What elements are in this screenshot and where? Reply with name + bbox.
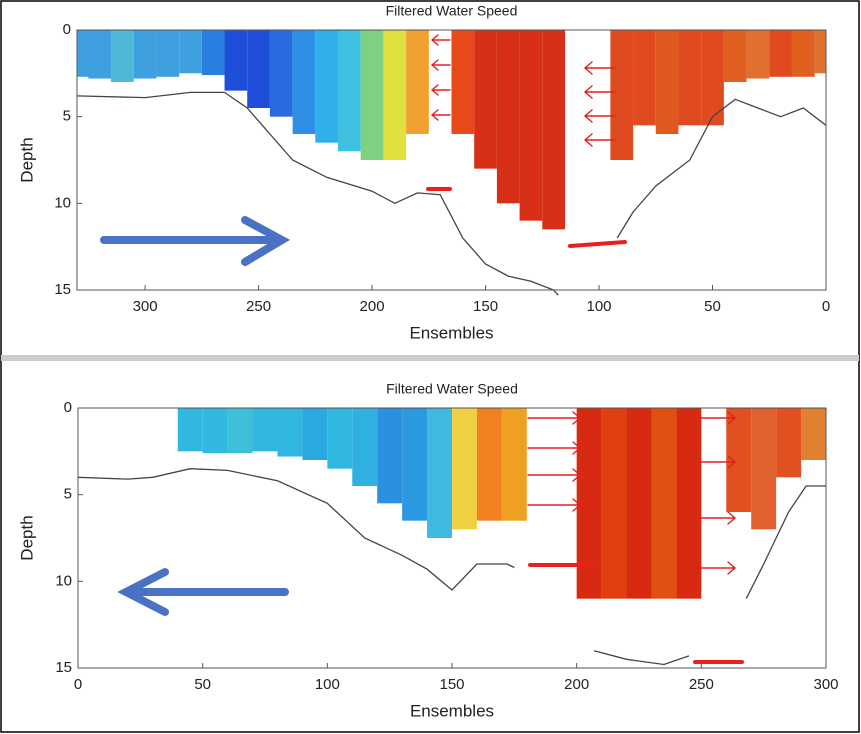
panel: 300 250 200 150 100 50 0 0 5 10 15 Filtered Water S… <box>17 3 830 343</box>
y-tick-label: 10 <box>55 572 72 589</box>
speed-column <box>746 30 770 79</box>
speed-column <box>576 408 602 599</box>
speed-column <box>451 30 475 134</box>
speed-column <box>302 408 328 460</box>
speed-column <box>452 408 477 530</box>
y-axis-label: Depth <box>17 515 36 560</box>
chart-title: Filtered Water Speed <box>386 3 518 19</box>
y-tick-label: 0 <box>63 21 71 38</box>
speed-column <box>496 30 520 204</box>
speed-column <box>601 408 627 599</box>
speed-column <box>88 30 112 79</box>
speed-column <box>383 30 407 160</box>
speed-column <box>610 30 634 160</box>
speed-column <box>769 30 792 77</box>
speed-column <box>801 408 826 460</box>
y-tick-label: 5 <box>63 108 71 125</box>
speed-column <box>474 30 497 169</box>
speed-column <box>791 30 815 77</box>
chart-title: Filtered Water Speed <box>386 381 518 397</box>
speed-column <box>156 30 180 77</box>
x-tick-label: 100 <box>315 676 340 693</box>
speed-column <box>327 408 353 469</box>
speed-column <box>726 408 752 512</box>
panel: 0 50 100 150 200 250 300 0 5 10 15 Filtered Water S… <box>17 381 838 721</box>
y-tick-label: 10 <box>54 194 71 211</box>
speed-column <box>338 30 361 152</box>
x-axis-label: Ensembles <box>409 323 493 342</box>
speed-column <box>655 30 679 134</box>
speed-column <box>292 30 316 134</box>
x-tick-label: 0 <box>74 676 82 693</box>
speed-column <box>501 408 527 521</box>
speed-column <box>277 408 303 457</box>
speed-column <box>269 30 293 117</box>
speed-column <box>723 30 747 82</box>
speed-column <box>111 30 134 82</box>
speed-column <box>776 408 802 478</box>
speed-column <box>252 408 278 452</box>
direction-arrows <box>100 216 291 616</box>
speed-column <box>201 30 225 76</box>
y-tick-label: 15 <box>54 281 71 298</box>
speed-column <box>360 30 384 160</box>
x-tick-label: 100 <box>587 298 612 315</box>
x-tick-label: 50 <box>704 298 721 315</box>
x-tick-label: 150 <box>473 298 498 315</box>
speed-column <box>227 408 253 454</box>
x-tick-label: 300 <box>133 298 158 315</box>
speed-column <box>133 30 157 79</box>
annotations <box>100 34 744 664</box>
speed-column <box>352 408 378 486</box>
speed-column <box>626 408 652 599</box>
speed-column <box>177 408 203 452</box>
speed-column <box>247 30 270 108</box>
speed-column <box>678 30 702 126</box>
speed-column <box>651 408 677 599</box>
bottom-track <box>76 91 827 296</box>
speed-column <box>633 30 656 126</box>
y-tick-label: 15 <box>55 659 72 676</box>
speed-column <box>519 30 543 221</box>
speed-column <box>701 30 724 126</box>
x-tick-label: 250 <box>246 298 271 315</box>
speed-column <box>542 30 565 230</box>
speed-column <box>315 30 339 143</box>
x-tick-label: 0 <box>822 298 830 315</box>
speed-column <box>751 408 777 530</box>
red-bars <box>426 187 744 664</box>
speed-column <box>224 30 248 91</box>
x-tick-label: 300 <box>813 676 838 693</box>
speed-column <box>402 408 428 521</box>
speed-column <box>814 30 826 74</box>
speed-column <box>202 408 228 454</box>
x-tick-label: 50 <box>194 676 211 693</box>
x-tick-label: 150 <box>439 676 464 693</box>
bottom-track <box>77 468 826 666</box>
speed-column <box>676 408 702 599</box>
speed-column <box>179 30 202 74</box>
y-tick-label: 5 <box>64 486 72 503</box>
y-tick-label: 0 <box>64 399 72 416</box>
y-axis-label: Depth <box>17 137 36 182</box>
speed-column <box>406 30 429 134</box>
speed-column <box>476 408 502 521</box>
speed-column <box>377 408 403 504</box>
x-tick-label: 200 <box>564 676 589 693</box>
red-arrows <box>430 34 737 575</box>
plot-frame <box>76 29 827 291</box>
x-axis-label: Ensembles <box>410 701 494 720</box>
x-tick-label: 250 <box>689 676 714 693</box>
speed-column <box>427 408 452 538</box>
x-tick-label: 200 <box>360 298 385 315</box>
